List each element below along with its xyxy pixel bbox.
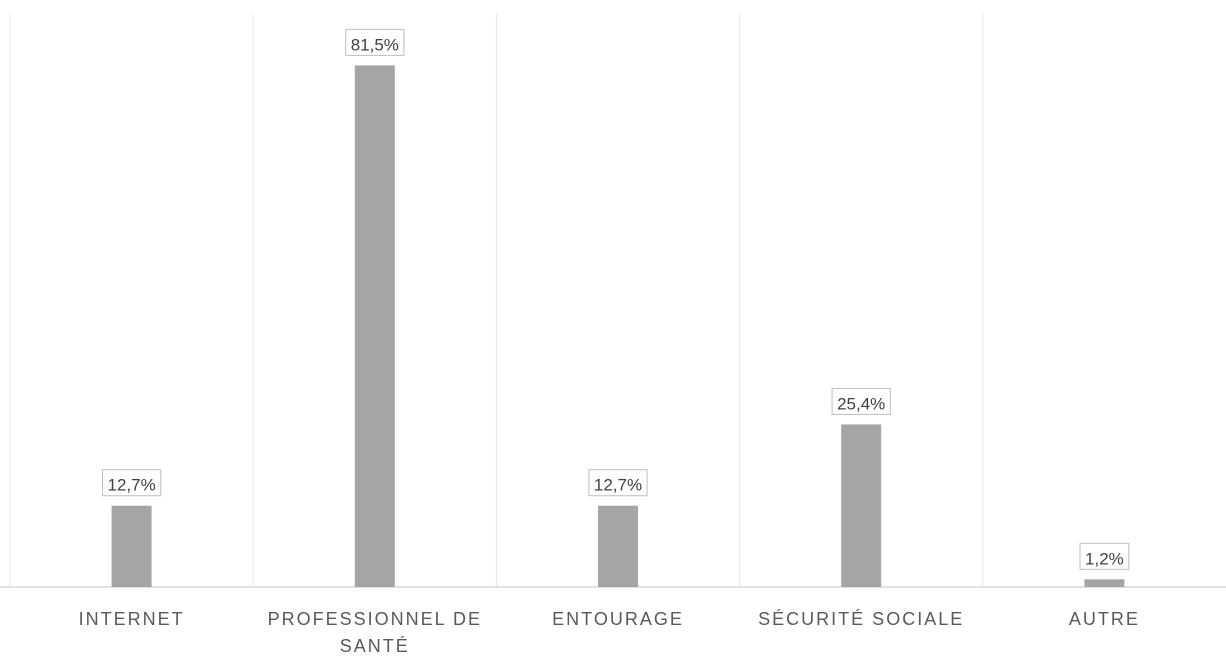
bar [1084, 579, 1125, 587]
data-label-box [588, 469, 648, 497]
data-label-box [1079, 542, 1130, 570]
data-label-box [831, 387, 891, 415]
category-label: PROFESSIONNEL DE [268, 609, 482, 629]
data-label: 12,7% [107, 476, 155, 495]
category-label: AUTRE [1069, 609, 1140, 629]
bar [354, 65, 395, 587]
category-label: INTERNET [79, 609, 185, 629]
data-label-box [101, 469, 162, 497]
data-label: 81,5% [351, 35, 399, 54]
category-label: SÉCURITÉ SOCIALE [758, 609, 964, 629]
category-label: SANTÉ [340, 636, 410, 655]
bar [598, 505, 638, 587]
data-label: 12,7% [594, 476, 642, 495]
bar [111, 505, 152, 587]
data-label-box [345, 28, 405, 56]
data-label: 25,4% [837, 394, 885, 413]
data-label: 1,2% [1085, 549, 1124, 568]
category-label: ENTOURAGE [552, 609, 684, 629]
bar [841, 424, 882, 587]
